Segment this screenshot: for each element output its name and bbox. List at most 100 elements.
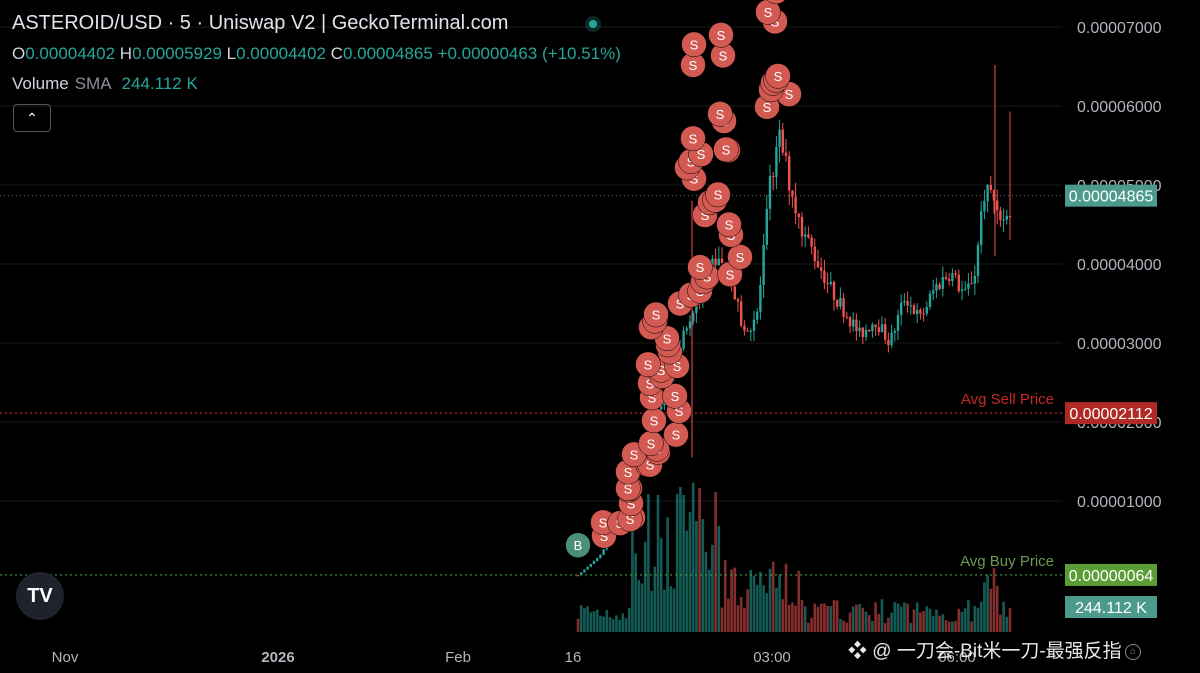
volume-bar — [627, 608, 631, 632]
volume-bar — [720, 607, 724, 632]
candle-body — [932, 290, 935, 294]
volume-bar — [874, 602, 877, 632]
candle-body — [1005, 215, 1008, 220]
y-tick-label: 0.00004000 — [1077, 257, 1162, 274]
live-status-icon — [585, 16, 601, 32]
candle-body — [887, 339, 890, 346]
open-value: 0.00004402 — [25, 44, 116, 63]
volume-bar — [736, 605, 740, 632]
sell-marker-label: S — [689, 131, 698, 146]
avg-sell-badge-bg — [1065, 402, 1157, 425]
volume-legend[interactable]: Volume SMA 244.112 K — [12, 74, 198, 94]
volume-bar — [1005, 616, 1009, 632]
volume-bar — [771, 561, 775, 632]
volume-bar — [739, 597, 743, 632]
candle-body — [964, 288, 967, 290]
volume-bar — [631, 488, 634, 632]
volume-bar — [586, 606, 589, 632]
sell-marker — [643, 301, 669, 328]
volume-bar — [599, 615, 602, 632]
volume-badge: 244.112 K — [1075, 600, 1147, 617]
volume-bar — [899, 606, 903, 632]
candle-body — [909, 305, 912, 307]
volume-bar — [919, 612, 922, 632]
candle-body — [810, 237, 813, 247]
volume-bar — [698, 487, 701, 632]
volume-bar — [986, 574, 989, 632]
buy-marker — [565, 532, 591, 558]
volume-bar — [851, 606, 855, 632]
volume-bar — [823, 603, 826, 632]
candle-body — [714, 258, 717, 266]
candle-body — [592, 561, 596, 565]
candle-body — [922, 313, 925, 315]
sell-marker-label: S — [626, 512, 635, 527]
candle-body — [800, 217, 804, 237]
volume-bar — [826, 605, 829, 632]
sell-marker — [635, 351, 661, 378]
volume-name: Volume — [12, 74, 69, 93]
sell-marker-label: S — [624, 465, 633, 480]
candle-body — [685, 328, 688, 331]
sell-marker — [766, 0, 786, 5]
volume-bar — [781, 599, 785, 632]
volume-bar — [688, 512, 692, 632]
volume-bar — [701, 519, 705, 632]
volume-bar — [759, 571, 762, 632]
sell-marker — [662, 383, 688, 409]
volume-bar — [960, 611, 964, 632]
candle-body — [877, 327, 880, 333]
sell-marker-label: S — [673, 359, 682, 374]
candle-body — [989, 184, 992, 191]
candle-body — [823, 270, 826, 284]
candle-body — [951, 273, 954, 281]
y-tick-label: 0.00001000 — [1077, 494, 1162, 511]
volume-bar — [832, 600, 836, 632]
sell-marker-label: S — [696, 260, 705, 275]
candle-body — [599, 554, 602, 559]
candle-body — [848, 317, 852, 327]
volume-bar — [746, 589, 749, 632]
volume-bar — [749, 569, 753, 632]
candle-body — [781, 129, 784, 153]
volume-bar — [797, 570, 801, 632]
volume-bar — [784, 563, 788, 632]
sell-marker-label: S — [763, 100, 772, 115]
candle-body — [788, 156, 791, 191]
candle-body — [896, 314, 900, 331]
tradingview-logo-icon[interactable]: TV — [16, 572, 64, 620]
volume-bar — [951, 621, 954, 632]
volume-bar — [592, 611, 596, 632]
candle-body — [903, 301, 906, 303]
candle-body — [861, 327, 864, 338]
candle-body — [970, 283, 973, 285]
volume-bar — [583, 608, 586, 632]
volume-bar — [659, 538, 663, 632]
volume-value: 244.112 K — [121, 74, 198, 93]
sell-marker — [687, 254, 713, 280]
volume-bar — [887, 617, 890, 632]
settings-grip-icon[interactable]: ⌂ — [1125, 644, 1141, 660]
candle-body — [935, 284, 938, 291]
volume-bar — [672, 588, 676, 632]
volume-bar — [637, 579, 641, 632]
volume-bar — [957, 608, 961, 632]
candle-body — [826, 283, 829, 285]
volume-bar — [602, 616, 605, 632]
candle-body — [845, 316, 848, 318]
candle-body — [804, 234, 807, 237]
avg-buy-label: Avg Buy Price — [960, 553, 1054, 570]
volume-bar — [941, 614, 945, 632]
high-value: 0.00005929 — [132, 44, 222, 63]
volume-bar — [903, 602, 906, 632]
sell-marker — [716, 211, 742, 238]
sell-marker-label: S — [600, 529, 609, 544]
candle-body — [944, 277, 948, 279]
candle-body — [960, 289, 964, 292]
volume-bar — [842, 620, 845, 632]
candle-body — [874, 324, 877, 328]
collapse-legend-button[interactable]: ⌃ — [13, 104, 51, 132]
candle-body — [928, 293, 932, 307]
sell-marker-label: S — [624, 481, 633, 496]
